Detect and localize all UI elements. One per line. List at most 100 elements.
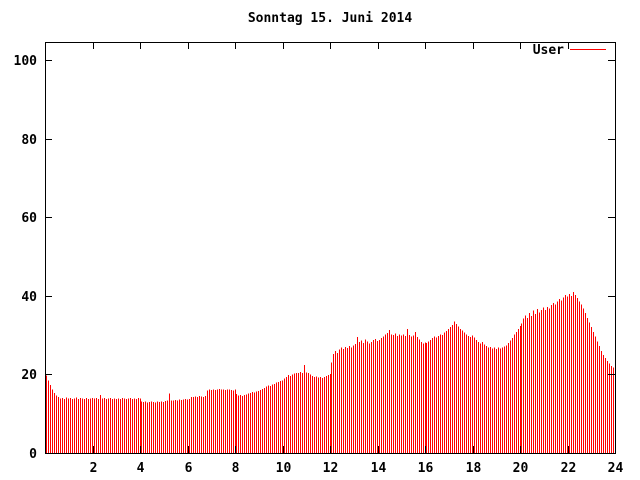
bar (371, 341, 372, 453)
bar (539, 312, 540, 453)
bar (535, 313, 536, 453)
bar (330, 374, 331, 453)
bar (46, 375, 47, 453)
bar (159, 401, 160, 453)
bar (199, 396, 200, 453)
bar (385, 334, 386, 453)
bar (316, 376, 317, 454)
bar (66, 397, 67, 453)
x-tick-label: 4 (137, 461, 145, 476)
bar (593, 331, 594, 453)
axis-ticks (45, 42, 616, 454)
bar (300, 372, 301, 453)
bar (476, 339, 477, 453)
bar (551, 305, 552, 453)
bar (440, 334, 441, 453)
bar (195, 396, 196, 453)
bar (331, 362, 332, 453)
x-tick-label: 22 (561, 461, 577, 476)
bar (312, 375, 313, 453)
x-tick-label: 24 (608, 461, 624, 476)
bar (207, 390, 208, 453)
bar (355, 343, 356, 453)
x-tick-label: 14 (371, 461, 387, 476)
bar (605, 357, 606, 453)
bar (167, 400, 168, 453)
x-tick-label: 6 (185, 461, 193, 476)
bar (488, 347, 489, 453)
bar (613, 367, 614, 453)
bar (268, 385, 269, 453)
bar (197, 396, 198, 453)
bar (88, 398, 89, 453)
bar (120, 398, 121, 453)
bar (345, 346, 346, 453)
bar (611, 365, 612, 453)
bar (48, 380, 49, 453)
bar (302, 372, 303, 453)
bar (341, 347, 342, 453)
bar (438, 335, 439, 453)
bar (353, 345, 354, 453)
bar (236, 394, 237, 453)
bar (314, 377, 315, 453)
bar (94, 398, 95, 453)
bar (432, 337, 433, 453)
bar (84, 399, 85, 453)
bar (54, 392, 55, 453)
bar (399, 334, 400, 453)
bar (492, 348, 493, 453)
bar (140, 398, 141, 453)
bar (147, 402, 148, 453)
bar (254, 392, 255, 453)
bar (229, 389, 230, 453)
bar (569, 294, 570, 453)
bar (413, 335, 414, 453)
bar (508, 342, 509, 453)
bar (583, 308, 584, 453)
bar (106, 398, 107, 453)
bar (428, 341, 429, 453)
bar (361, 340, 362, 453)
bar (478, 341, 479, 453)
bar (112, 398, 113, 453)
bar (68, 398, 69, 453)
bar (379, 339, 380, 453)
bar (203, 396, 204, 453)
bar (357, 337, 358, 453)
bar (423, 343, 424, 453)
bar (201, 396, 202, 453)
x-tick-label: 20 (513, 461, 529, 476)
bar (498, 347, 499, 453)
bar (559, 298, 560, 453)
bar (425, 342, 426, 453)
bar (411, 336, 412, 453)
bar (466, 334, 467, 453)
bar (165, 401, 166, 453)
bar (86, 397, 87, 453)
bar (565, 295, 566, 453)
bar (56, 395, 57, 453)
bar (58, 397, 59, 453)
bar (70, 397, 71, 453)
bar (589, 322, 590, 453)
bar (272, 384, 273, 453)
bar (276, 382, 277, 453)
bar (533, 310, 534, 453)
bar (415, 331, 416, 453)
bar (175, 399, 176, 453)
bar (547, 306, 548, 453)
bar (464, 332, 465, 453)
bar (187, 399, 188, 453)
bar (328, 375, 329, 453)
bar (292, 374, 293, 453)
bar (571, 296, 572, 453)
bar (597, 341, 598, 453)
bar (306, 372, 307, 453)
bar (514, 334, 515, 453)
bar (543, 307, 544, 453)
bar (270, 386, 271, 453)
bar (264, 387, 265, 453)
bar (563, 297, 564, 453)
bar (141, 401, 142, 453)
